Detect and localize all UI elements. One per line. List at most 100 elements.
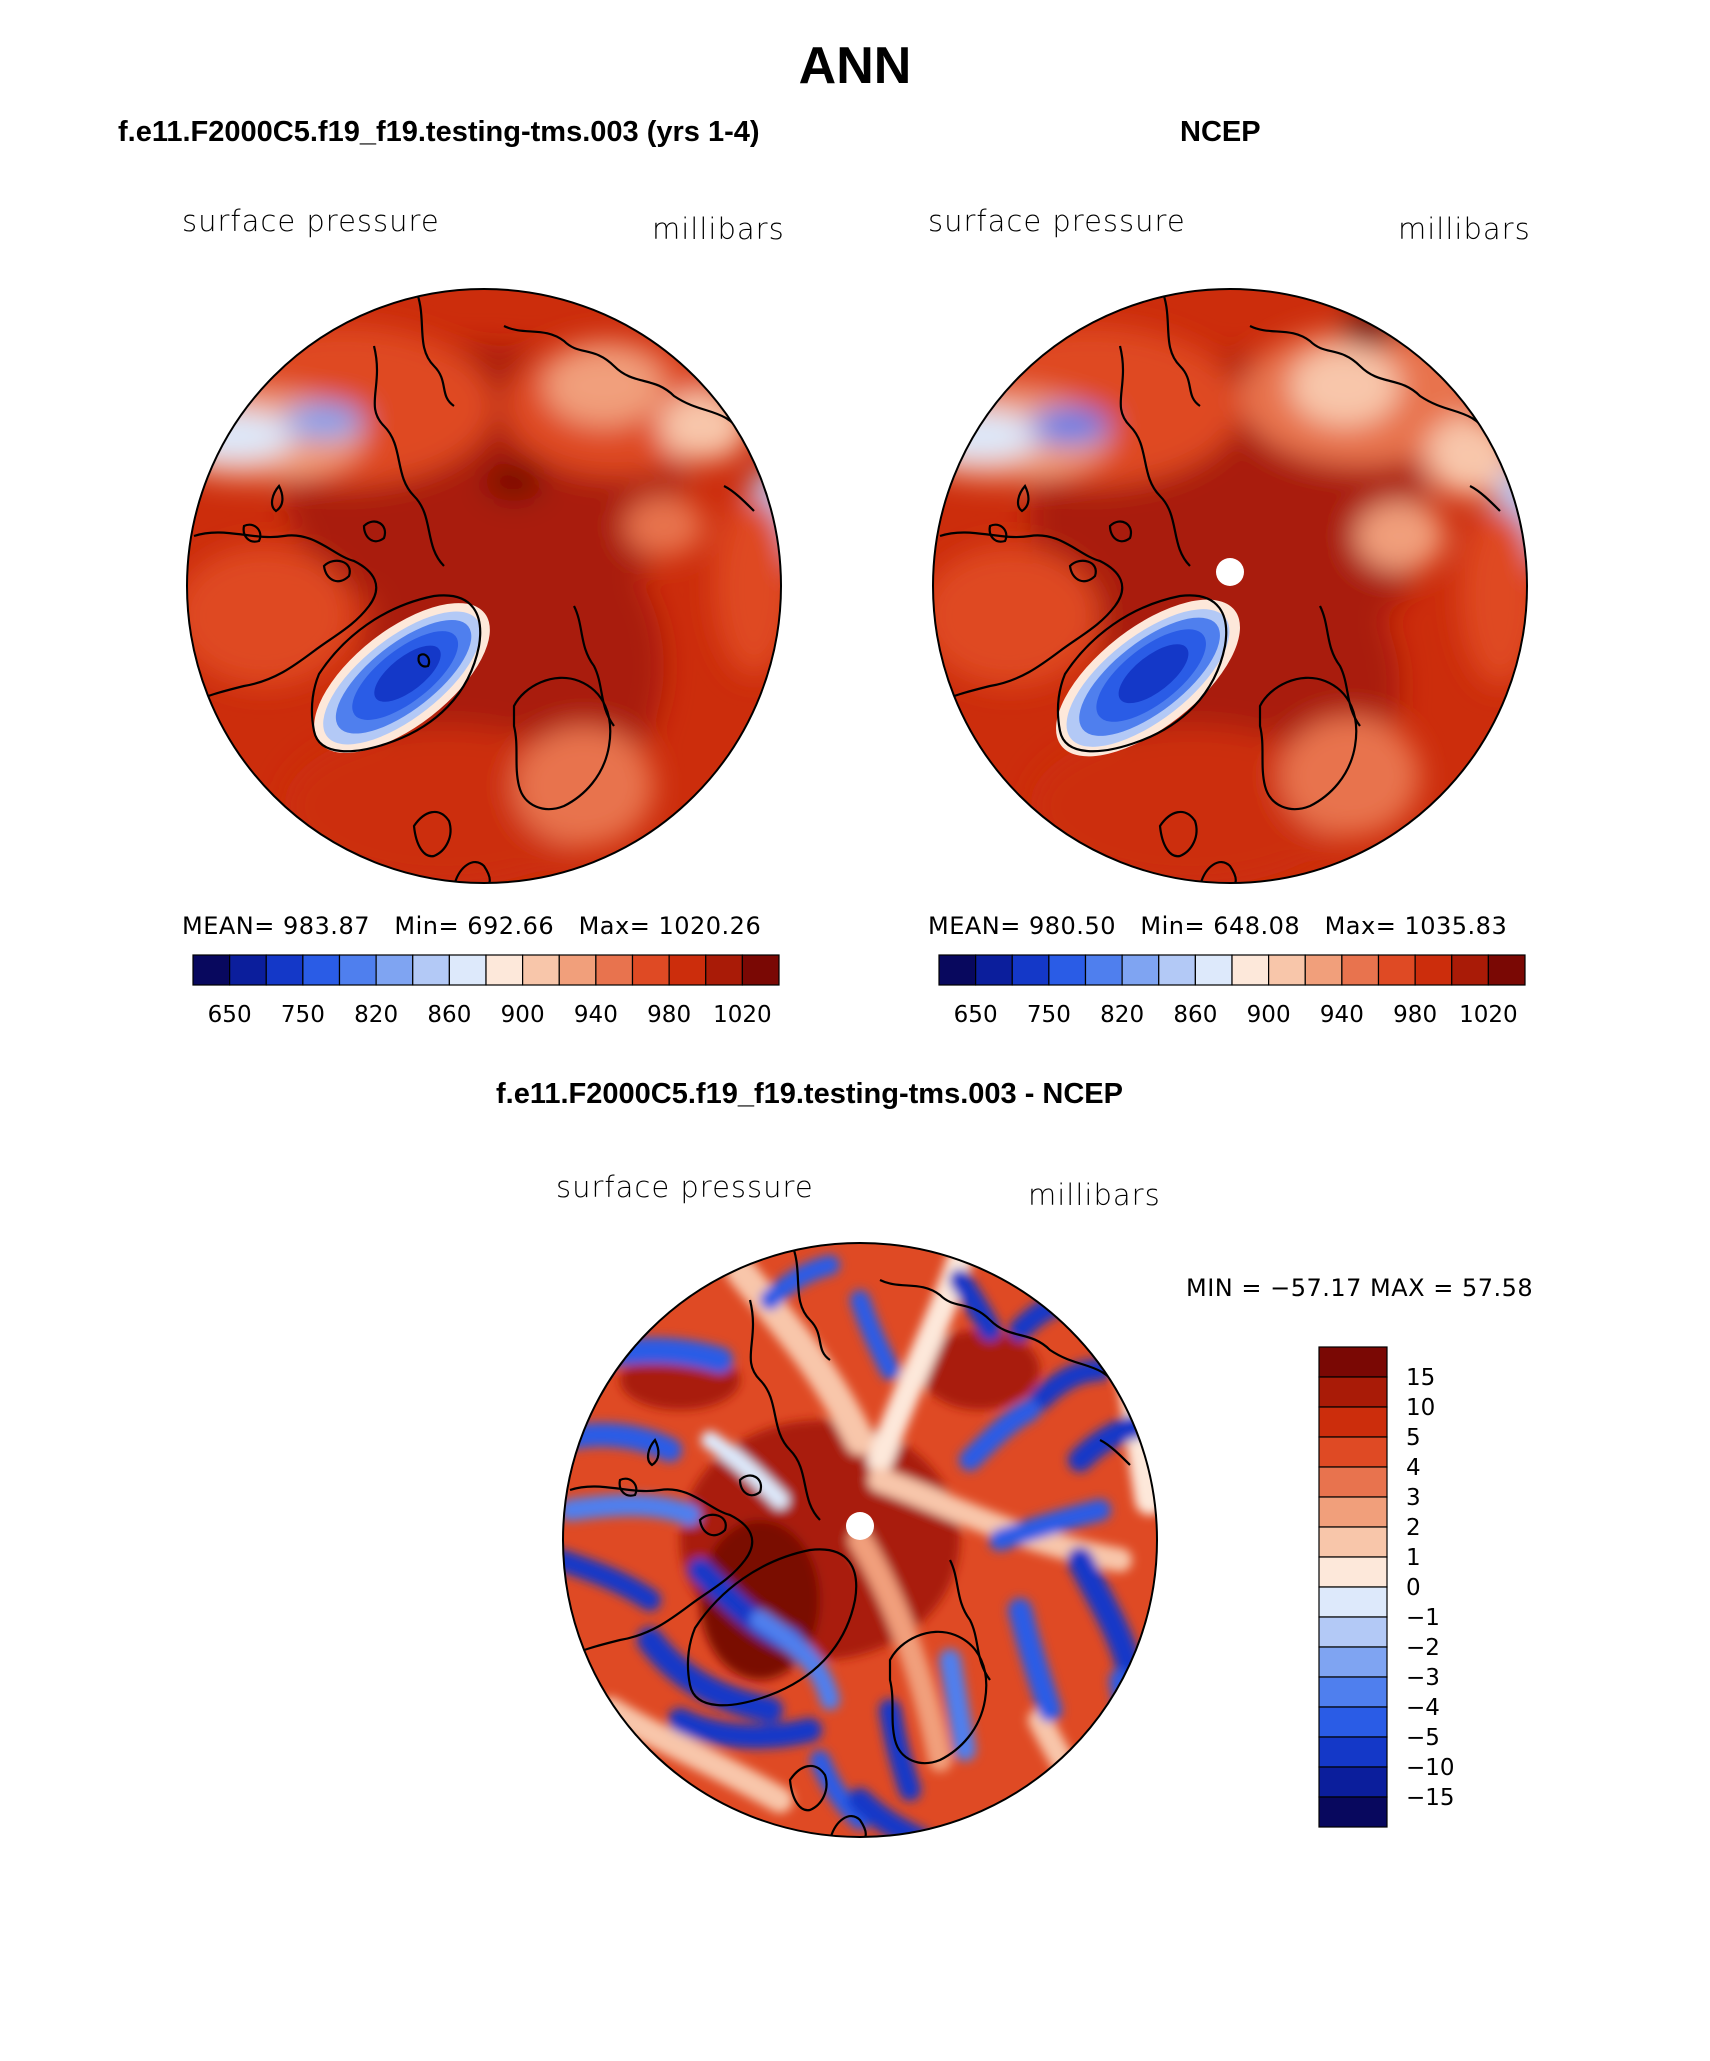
- obs-colorbar-box: [1268, 954, 1306, 986]
- model-colorbar-tick-label: 820: [354, 1002, 398, 1028]
- model-min-label: Min=: [394, 912, 460, 940]
- diff-colorbar-box: [1318, 1796, 1388, 1828]
- obs-colorbar-box: [1487, 954, 1526, 986]
- diff-polar-map: [562, 1242, 1158, 1838]
- model-colorbar-box: [412, 954, 450, 986]
- diff-colorbar-tick-label: 0: [1406, 1575, 1421, 1601]
- obs-colorbar-box: [975, 954, 1013, 986]
- diff-colorbar-box: [1318, 1466, 1388, 1498]
- obs-colorbar-tick-label: 650: [954, 1002, 998, 1028]
- diff-colorbar-tick-label: 5: [1406, 1425, 1421, 1451]
- diff-colorbar-tick-label: −3: [1406, 1665, 1440, 1691]
- diff-panel-title: f.e11.F2000C5.f19_f19.testing-tms.003 - …: [496, 1078, 1123, 1110]
- obs-max-value: 1035.83: [1404, 912, 1508, 940]
- diff-colorbar-box: [1318, 1586, 1388, 1618]
- coastline-outlines: [187, 289, 781, 883]
- obs-colorbar-box: [1341, 954, 1380, 986]
- obs-colorbar-box: [1194, 954, 1233, 986]
- model-colorbar-tick-label: 900: [501, 1002, 545, 1028]
- obs-colorbar-box: [1158, 954, 1196, 986]
- model-colorbar-box: [631, 954, 670, 986]
- diff-colorbar-tick-label: 2: [1406, 1515, 1421, 1541]
- obs-colorbar-box: [1121, 954, 1160, 986]
- model-colorbar-box: [485, 954, 524, 986]
- model-colorbar-box: [522, 954, 560, 986]
- diff-colorbar-box: [1318, 1496, 1388, 1528]
- model-colorbar-box: [705, 954, 743, 986]
- model-colorbar-box: [375, 954, 414, 986]
- obs-colorbar-tick-label: 750: [1027, 1002, 1071, 1028]
- diff-colorbar-box: [1318, 1556, 1388, 1588]
- diff-colorbar-tick-label: −2: [1406, 1635, 1440, 1661]
- obs-colorbar-box: [1304, 954, 1343, 986]
- model-max-label: Max=: [578, 912, 651, 940]
- model-mean-value: 983.87: [283, 912, 370, 940]
- diff-colorbar-box: [1318, 1706, 1388, 1738]
- model-stats: MEAN= 983.87 Min= 692.66 Max= 1020.26: [182, 912, 761, 940]
- diff-colorbar-box: [1318, 1526, 1388, 1558]
- model-polar-map: [186, 288, 782, 884]
- diff-units-label: millibars: [1028, 1178, 1161, 1212]
- model-colorbar-tick-label: 650: [208, 1002, 252, 1028]
- model-colorbar-tick-label: 940: [574, 1002, 618, 1028]
- model-colorbar: 650 750 820 860 900 940 980 1020: [192, 954, 780, 1028]
- model-colorbar-box: [338, 954, 377, 986]
- model-colorbar-tick-label: 750: [281, 1002, 325, 1028]
- obs-min-value: 648.08: [1213, 912, 1301, 940]
- obs-units-label: millibars: [1398, 212, 1531, 246]
- diff-colorbar-box: [1318, 1736, 1388, 1768]
- model-mean-label: MEAN=: [182, 912, 275, 940]
- obs-polar-map: [932, 288, 1528, 884]
- obs-colorbar: 650 750 820 860 900 940 980 1020: [938, 954, 1526, 1028]
- diff-colorbar-tick-label: 10: [1406, 1395, 1435, 1421]
- obs-colorbar-box: [1048, 954, 1087, 986]
- diff-colorbar-box: [1318, 1406, 1388, 1438]
- obs-colorbar-tick-label: 980: [1393, 1002, 1437, 1028]
- obs-panel-title: NCEP: [1180, 116, 1261, 148]
- obs-colorbar-box: [1414, 954, 1453, 986]
- obs-colorbar-box: [938, 954, 977, 986]
- model-min-value: 692.66: [467, 912, 555, 940]
- diff-colorbar-box: [1318, 1346, 1388, 1378]
- diff-colorbar-tick-label: −1: [1406, 1605, 1440, 1631]
- model-colorbar-box: [558, 954, 597, 986]
- diff-colorbar-box: [1318, 1376, 1388, 1408]
- model-colorbar-tick-label: 1020: [713, 1002, 772, 1028]
- obs-variable-label: surface pressure: [928, 204, 1186, 238]
- diff-colorbar-tick-label: 15: [1406, 1365, 1435, 1391]
- model-colorbar-tick-label: 980: [647, 1002, 691, 1028]
- obs-mean-value: 980.50: [1029, 912, 1116, 940]
- obs-colorbar-tick-label: 940: [1320, 1002, 1364, 1028]
- diff-variable-label: surface pressure: [556, 1170, 814, 1204]
- obs-colorbar-tick-label: 1020: [1459, 1002, 1518, 1028]
- obs-stats: MEAN= 980.50 Min= 648.08 Max= 1035.83: [928, 912, 1507, 940]
- obs-min-label: Min=: [1140, 912, 1206, 940]
- obs-colorbar-box: [1231, 954, 1270, 986]
- pole-missing-data: [846, 1512, 874, 1540]
- obs-colorbar-box: [1084, 954, 1123, 986]
- map-boundary: [562, 1242, 1158, 1838]
- diff-colorbar-tick-label: 4: [1406, 1455, 1421, 1481]
- obs-max-label: Max=: [1324, 912, 1397, 940]
- diff-colorbar-box: [1318, 1646, 1388, 1678]
- diff-minmax: MIN = −57.17 MAX = 57.58: [1186, 1274, 1534, 1302]
- figure-title: ANN: [798, 37, 912, 95]
- obs-colorbar-tick-label: 900: [1247, 1002, 1291, 1028]
- model-colorbar-box: [265, 954, 304, 986]
- diff-colorbar-box: [1318, 1766, 1388, 1798]
- map-boundary: [932, 288, 1528, 884]
- obs-colorbar-tick-label: 860: [1173, 1002, 1217, 1028]
- diff-colorbar-box: [1318, 1436, 1388, 1468]
- model-colorbar-box: [668, 954, 707, 986]
- obs-colorbar-box: [1377, 954, 1416, 986]
- obs-colorbar-box: [1011, 954, 1050, 986]
- model-colorbar-box: [741, 954, 780, 986]
- diff-colorbar-tick-label: 3: [1406, 1485, 1421, 1511]
- model-colorbar-box: [302, 954, 341, 986]
- pole-missing-data: [1216, 558, 1244, 586]
- model-colorbar-box: [595, 954, 634, 986]
- model-max-value: 1020.26: [658, 912, 762, 940]
- diff-colorbar-box: [1318, 1676, 1388, 1708]
- diff-colorbar-box: [1318, 1616, 1388, 1648]
